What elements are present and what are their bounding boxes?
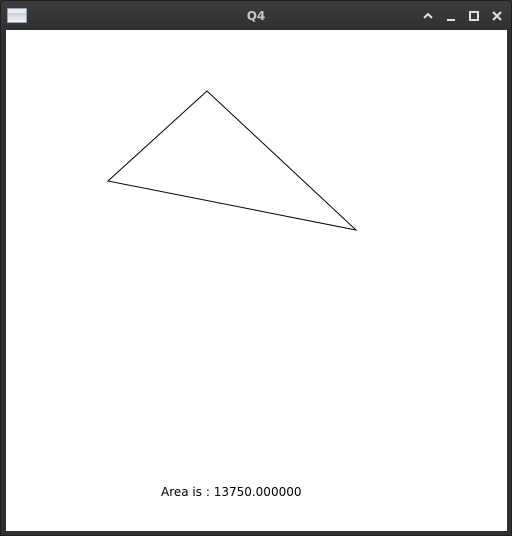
drawing-canvas (106, 90, 358, 231)
title-bar[interactable]: Q4 (1, 1, 511, 30)
minimize-icon[interactable] (444, 9, 458, 23)
app-window-icon[interactable] (7, 8, 27, 23)
triangle-shape (106, 90, 358, 231)
area-label: Area is : 13750.000000 (161, 485, 302, 499)
window-title: Q4 (246, 9, 266, 23)
chevron-up-icon[interactable] (421, 9, 435, 23)
drawing-area: Area is : 13750.000000 (6, 30, 507, 531)
maximize-icon[interactable] (467, 9, 481, 23)
close-icon[interactable] (490, 9, 504, 23)
